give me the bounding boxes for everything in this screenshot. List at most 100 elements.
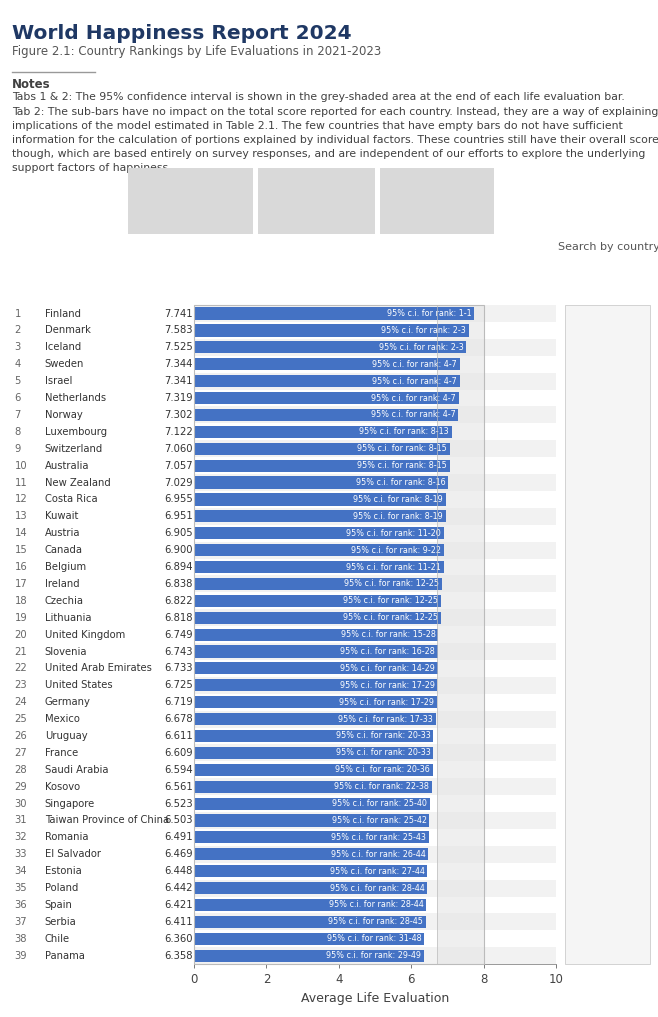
Bar [194,322,556,339]
Bar [194,527,444,539]
Text: 24: 24 [14,698,27,707]
Bar [194,342,467,354]
Bar [194,848,428,860]
Bar [194,643,556,660]
Text: 7.344: 7.344 [164,359,193,369]
Text: 95% c.i. for rank: 9-22: 95% c.i. for rank: 9-22 [351,545,441,554]
Text: 36: 36 [14,900,27,910]
Bar [194,880,556,897]
Bar [194,442,449,455]
Bar [194,899,426,911]
Text: 28: 28 [14,765,27,775]
Text: 31: 31 [14,816,27,826]
Text: implications of the model estimated in Table 2.1. The few countries that have em: implications of the model estimated in T… [12,121,622,131]
Text: 95% c.i. for rank: 8-13: 95% c.i. for rank: 8-13 [359,427,449,436]
Bar [194,730,434,742]
Text: information for the calculation of portions explained by individual factors. The: information for the calculation of porti… [12,135,658,144]
Text: 95% c.i. for rank: 22-38: 95% c.i. for rank: 22-38 [334,782,428,791]
Text: 6.358: 6.358 [164,951,193,961]
Bar [194,476,449,488]
Text: 95% c.i. for rank: 4-7: 95% c.i. for rank: 4-7 [370,411,455,419]
Text: Uruguay: Uruguay [45,731,88,741]
Text: 6.609: 6.609 [164,747,193,758]
Bar [194,862,556,880]
Bar [194,474,556,491]
Text: 95% c.i. for rank: 1-1: 95% c.i. for rank: 1-1 [387,309,471,318]
Text: 8: 8 [14,427,20,437]
Text: Slovenia: Slovenia [45,647,88,657]
Bar [194,626,556,643]
Text: 95% c.i. for rank: 4-7: 95% c.i. for rank: 4-7 [371,394,456,403]
Text: 5: 5 [14,376,21,386]
Text: 19: 19 [14,612,27,622]
Bar [194,324,468,337]
Bar [194,660,556,677]
Bar [194,831,429,843]
Text: Tabs 1 & 2: The 95% confidence interval is shown in the grey-shaded area at the : Tabs 1 & 2: The 95% confidence interval … [12,92,624,102]
Text: 6.421: 6.421 [164,900,193,910]
Text: New Zealand: New Zealand [45,478,111,487]
Bar [194,390,556,407]
Text: 6.749: 6.749 [164,630,193,640]
Text: 4: 4 [14,359,20,369]
Text: Romania: Romania [45,832,88,842]
Bar [194,679,438,692]
Text: Spain: Spain [45,900,72,910]
Text: 37: 37 [14,917,27,926]
Text: 95% c.i. for rank: 20-33: 95% c.i. for rank: 20-33 [336,731,430,740]
Text: Singapore: Singapore [45,798,95,809]
Text: 15: 15 [14,545,27,555]
Text: 39: 39 [14,951,27,961]
Bar [194,409,459,421]
Text: 29: 29 [14,782,27,791]
Text: 7.741: 7.741 [164,308,193,318]
Text: 2) Explained by six
factors: 2) Explained by six factors [265,173,368,194]
Text: Search by country: Search by country [558,242,658,252]
Text: 95% c.i. for rank: 12-25: 95% c.i. for rank: 12-25 [343,580,439,589]
Text: 26: 26 [14,731,27,741]
Text: United Arab Emirates: United Arab Emirates [45,663,151,673]
Bar [194,511,445,523]
Bar [194,609,556,626]
Text: Denmark: Denmark [45,325,91,336]
Text: Norway: Norway [45,410,82,420]
Bar [194,815,430,827]
Bar [194,882,427,894]
Text: 6.955: 6.955 [164,494,193,504]
Text: 95% c.i. for rank: 12-25: 95% c.i. for rank: 12-25 [343,596,438,605]
Text: 16: 16 [14,562,27,572]
Text: 6.822: 6.822 [164,596,193,606]
Bar [194,458,556,474]
Text: 95% c.i. for rank: 4-7: 95% c.i. for rank: 4-7 [372,376,457,385]
Bar [194,372,556,390]
Text: 22: 22 [14,663,27,673]
Text: 95% c.i. for rank: 28-45: 95% c.i. for rank: 28-45 [328,917,423,926]
Text: Germany: Germany [45,698,91,707]
Text: 6.905: 6.905 [164,528,193,538]
Bar [194,542,556,558]
Text: 3) 95% confidence
interval for rank: 3) 95% confidence interval for rank [386,173,488,194]
Text: 95% c.i. for rank: 15-28: 95% c.i. for rank: 15-28 [341,631,436,639]
Bar [194,727,556,744]
Bar [437,305,484,964]
Text: Switzerland: Switzerland [45,443,103,454]
Text: 1: 1 [14,308,21,318]
Text: Iceland: Iceland [45,343,81,352]
Bar [194,339,556,356]
Text: Netherlands: Netherlands [45,393,106,403]
Bar [194,440,556,458]
Bar [194,507,556,525]
Text: Sweden: Sweden [45,359,84,369]
Text: 6.523: 6.523 [164,798,193,809]
Text: 95% c.i. for rank: 25-43: 95% c.i. for rank: 25-43 [331,833,426,842]
Bar [194,525,556,542]
Text: 95% c.i. for rank: 17-33: 95% c.i. for rank: 17-33 [338,715,433,724]
Text: 6.733: 6.733 [164,663,193,673]
Text: Canada: Canada [45,545,83,555]
Bar [194,544,443,556]
Text: 6.469: 6.469 [164,849,193,859]
Text: 33: 33 [14,849,27,859]
Text: 6: 6 [14,393,21,403]
Bar [194,694,556,711]
Text: 12: 12 [14,494,27,504]
